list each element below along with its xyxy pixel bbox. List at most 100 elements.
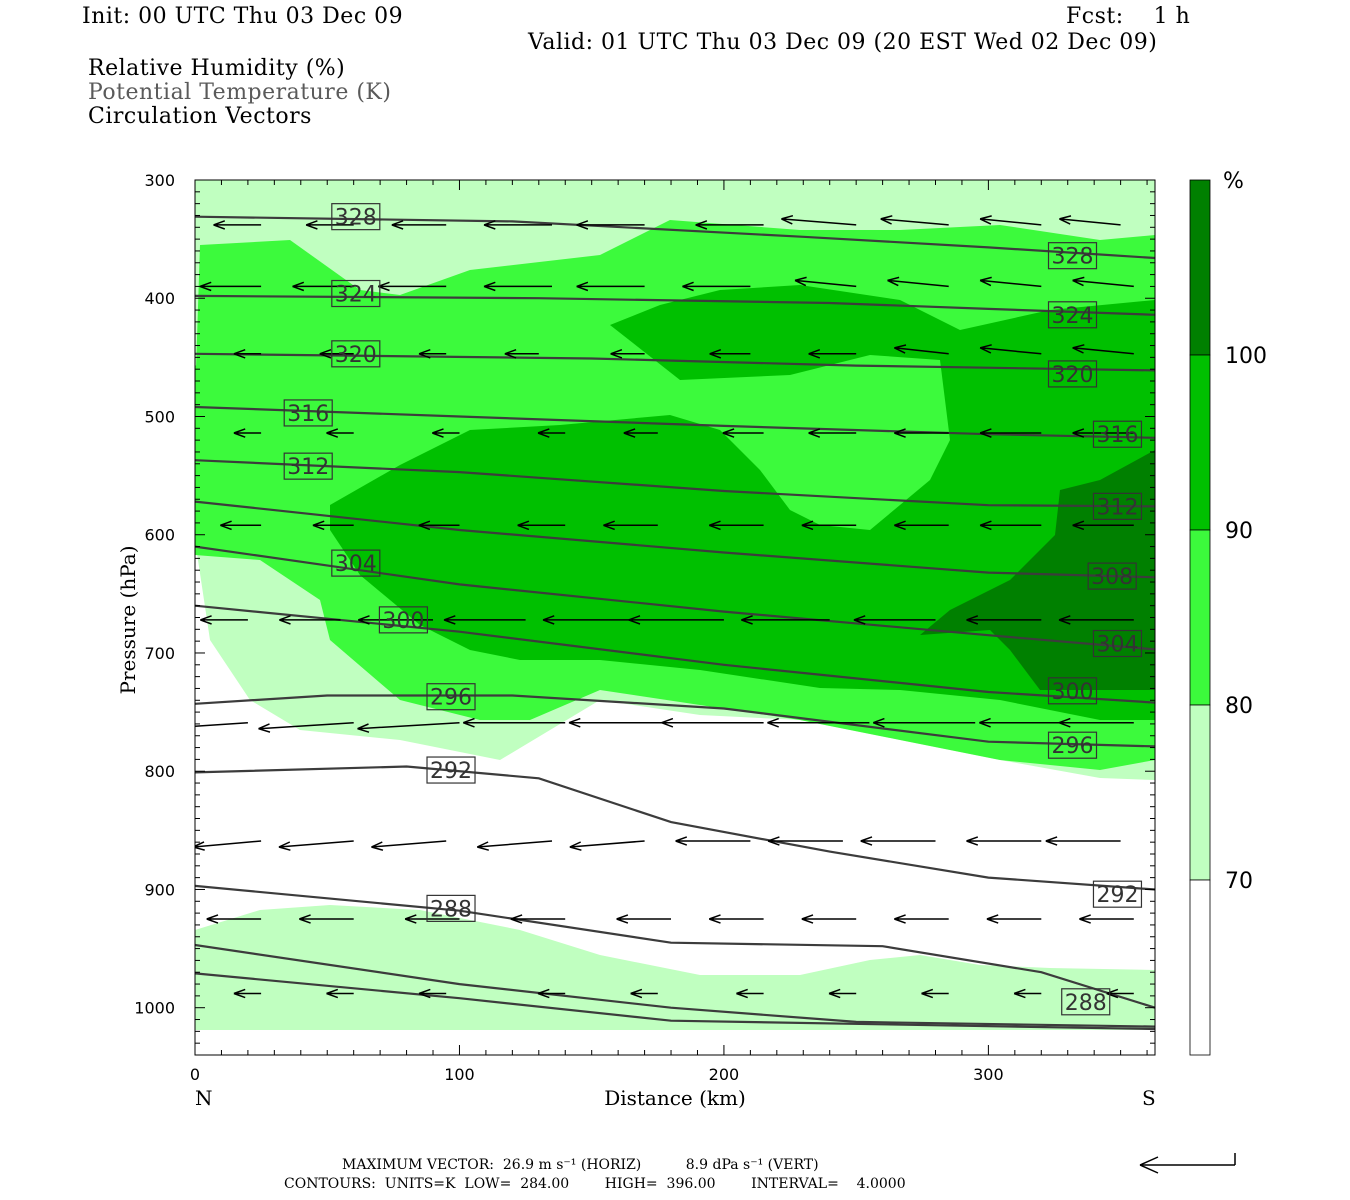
circulation-vector xyxy=(722,428,764,438)
colorbar-level-label: 90 xyxy=(1225,519,1253,544)
circulation-vector xyxy=(603,520,658,531)
circulation-vector xyxy=(483,220,552,230)
circulation-vector xyxy=(1045,836,1121,846)
colorbar-segment xyxy=(1189,704,1211,881)
svg-text:288: 288 xyxy=(1065,991,1107,1016)
circulation-vector xyxy=(299,914,354,924)
circulation-vector xyxy=(483,281,552,292)
init-time: Init: 00 UTC Thu 03 Dec 09 xyxy=(82,4,404,29)
svg-text:312: 312 xyxy=(1096,495,1138,520)
theta-label-320: 320 xyxy=(331,340,381,368)
colorbar-segment xyxy=(1189,179,1211,356)
circulation-vector xyxy=(708,520,764,531)
theta-contour-316 xyxy=(195,405,1155,439)
x-tick-label: 300 xyxy=(973,1065,1004,1084)
circulation-vector xyxy=(1072,276,1134,288)
circulation-vector xyxy=(894,428,949,438)
circulation-vector xyxy=(894,520,949,531)
theta-label-300: 300 xyxy=(1047,677,1098,705)
y-tick-label: 800 xyxy=(144,762,175,781)
circulation-vector xyxy=(801,520,857,531)
circulation-vector xyxy=(736,988,764,999)
circulation-vector xyxy=(305,220,354,230)
y-axis-label: Pressure (hPa) xyxy=(116,546,140,695)
y-tick-label: 900 xyxy=(144,880,175,899)
circulation-vector xyxy=(357,721,460,733)
circulation-vector xyxy=(233,988,262,999)
circulation-vector xyxy=(808,428,857,438)
theta-label-312: 312 xyxy=(283,452,333,480)
theta-contour-292 xyxy=(195,765,1155,891)
valid-time: Valid: 01 UTC Thu 03 Dec 09 (20 EST Wed … xyxy=(528,30,1158,55)
circulation-vector xyxy=(709,348,751,359)
theta-contour-328 xyxy=(195,215,1155,260)
circulation-vector xyxy=(966,836,1042,846)
x-tick-label: 200 xyxy=(709,1065,740,1084)
svg-text:324: 324 xyxy=(335,283,377,308)
theta-contour-320 xyxy=(195,352,1155,372)
circulation-vector xyxy=(432,428,460,438)
circulation-vector xyxy=(979,276,1042,288)
circulation-vector xyxy=(1058,615,1134,625)
circulation-vector xyxy=(695,220,764,230)
maximum-vector-note: MAXIMUM VECTOR: 26.9 m s⁻¹ (HORIZ) 8.9 d… xyxy=(342,1157,819,1173)
rh-70-80-region-lower xyxy=(195,905,1155,1055)
circulation-vector xyxy=(213,220,262,230)
circulation-vector xyxy=(894,914,949,924)
circulation-vector xyxy=(966,615,1042,625)
circulation-vector xyxy=(794,276,857,288)
circulation-vector xyxy=(1059,215,1121,226)
theta-label-328: 328 xyxy=(1047,242,1098,270)
circulation-vector xyxy=(979,344,1042,355)
circulation-vector xyxy=(708,914,764,924)
x-tick-label: 0 xyxy=(190,1065,200,1084)
circulation-vector xyxy=(517,520,566,531)
circulation-vector xyxy=(979,428,1042,438)
circulation-vector xyxy=(1013,988,1042,999)
theta-label-324: 324 xyxy=(331,279,381,308)
theta-contour-312 xyxy=(195,459,1155,508)
circulation-vector xyxy=(476,840,553,851)
circulation-vector xyxy=(893,344,949,355)
svg-text:292: 292 xyxy=(430,759,472,784)
circulation-vector xyxy=(233,348,262,359)
legend-potential-temperature: Potential Temperature (K) xyxy=(88,80,392,105)
circulation-vector xyxy=(542,615,632,625)
humidity-fill-layer xyxy=(195,180,1155,1055)
theta-label-292: 292 xyxy=(1092,880,1143,908)
circulation-vector xyxy=(887,276,949,288)
svg-text:320: 320 xyxy=(1052,363,1094,388)
theta-label-308: 308 xyxy=(1087,562,1137,590)
circulation-vector xyxy=(828,988,857,999)
circulation-vector xyxy=(233,428,262,438)
circulation-vector xyxy=(418,348,447,359)
circulation-vector xyxy=(767,836,843,846)
circulation-vector xyxy=(504,348,539,359)
circulation-vector xyxy=(199,281,262,292)
circulation-vector xyxy=(258,721,354,733)
circulation-vector xyxy=(312,520,354,531)
svg-text:328: 328 xyxy=(1052,245,1094,270)
circulation-vector xyxy=(979,520,1042,531)
theta-contour-300 xyxy=(195,604,1155,704)
circulation-vector xyxy=(661,717,764,728)
rh-ground-blank xyxy=(195,1030,1155,1055)
svg-text:308: 308 xyxy=(1091,565,1133,590)
svg-text:296: 296 xyxy=(1052,734,1094,759)
circulation-vector xyxy=(1058,717,1134,728)
circulation-vector xyxy=(279,615,341,625)
circulation-vector xyxy=(371,840,447,851)
circulation-vector xyxy=(292,281,354,292)
circulation-vector xyxy=(206,914,262,924)
circulation-vector xyxy=(921,988,949,999)
svg-text:316: 316 xyxy=(287,402,329,427)
theta-label-316: 316 xyxy=(283,399,333,427)
circulation-vector xyxy=(630,988,658,999)
svg-text:296: 296 xyxy=(430,686,472,711)
theta-label-320: 320 xyxy=(1047,360,1098,388)
circulation-vector xyxy=(391,220,447,230)
svg-text:304: 304 xyxy=(1096,633,1138,658)
north-end-label: N xyxy=(195,1086,213,1110)
svg-text:316: 316 xyxy=(1096,423,1138,448)
circulation-vector xyxy=(404,914,460,924)
